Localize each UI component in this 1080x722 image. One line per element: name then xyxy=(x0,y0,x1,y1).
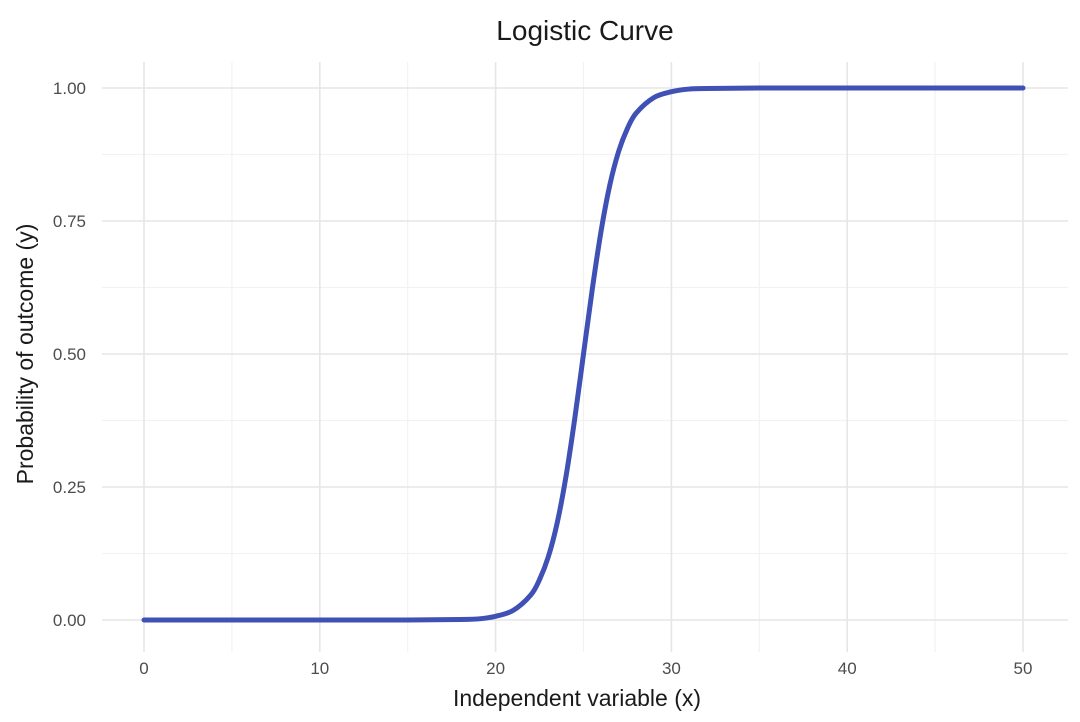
x-tick-label: 30 xyxy=(662,659,681,678)
y-tick-label: 0.25 xyxy=(53,478,86,497)
series-layer xyxy=(141,85,1026,623)
x-axis-ticks: 0 10 20 30 40 50 xyxy=(139,659,1032,678)
x-tick-label: 40 xyxy=(838,659,857,678)
x-axis-title: Independent variable (x) xyxy=(453,685,701,711)
y-tick-label: 0.75 xyxy=(53,212,86,231)
x-tick-label: 10 xyxy=(310,659,329,678)
y-tick-label: 1.00 xyxy=(53,79,86,98)
x-tick-label: 0 xyxy=(139,659,148,678)
y-tick-label: 0.50 xyxy=(53,345,86,364)
y-tick-label: 0.00 xyxy=(53,611,86,630)
chart-title: Logistic Curve xyxy=(496,15,673,46)
x-tick-label: 20 xyxy=(486,659,505,678)
y-axis-ticks: 0.00 0.25 0.50 0.75 1.00 xyxy=(53,79,86,630)
y-axis-title: Probability of outcome (y) xyxy=(12,224,38,485)
x-tick-label: 50 xyxy=(1014,659,1033,678)
logistic-curve-line xyxy=(141,85,1026,623)
minor-gridlines xyxy=(102,62,1068,652)
